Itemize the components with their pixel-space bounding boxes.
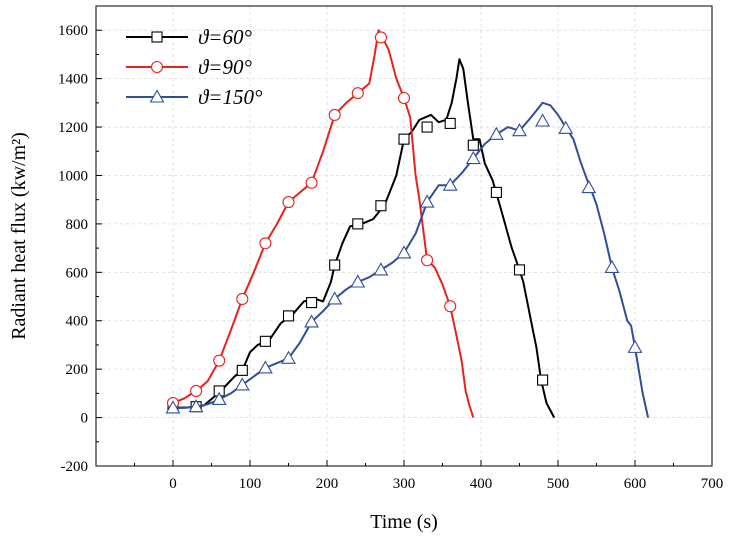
ticks: 0 100 200 300 400 500 600 700 -200 0 200 400 600 800 1…	[58, 23, 723, 492]
x-tick-label: 600	[624, 476, 647, 492]
y-tick-label: -200	[61, 459, 89, 475]
x-tick-label: 100	[239, 476, 262, 492]
triangle-marker	[396, 245, 412, 259]
triangle-marker	[442, 177, 458, 191]
y-axis-title: Radiant heat flux (kw/m²)	[8, 132, 30, 340]
triangle-marker	[512, 123, 527, 137]
square-marker	[352, 218, 364, 230]
y-tick-label: 1000	[58, 168, 88, 184]
series-line	[172, 58, 556, 419]
square-marker	[306, 297, 318, 309]
circle-marker	[374, 31, 387, 44]
x-axis-title: Time (s)	[370, 511, 438, 533]
circle-marker	[421, 254, 434, 267]
series-layer	[165, 29, 650, 419]
circle-marker	[328, 108, 341, 121]
square-marker	[513, 264, 526, 276]
x-tick-label: 200	[316, 476, 339, 492]
circle-marker	[259, 237, 272, 250]
square-marker	[329, 259, 341, 271]
triangle-marker	[558, 120, 574, 134]
square-marker	[444, 117, 456, 129]
triangle-marker	[211, 391, 227, 405]
x-tick-label: 0	[169, 476, 177, 492]
triangle-marker	[535, 113, 551, 127]
triangle-marker	[627, 339, 643, 353]
circle-marker	[213, 354, 226, 367]
circle-marker	[150, 60, 164, 74]
triangle-marker	[581, 179, 597, 194]
x-tick-label: 500	[547, 476, 570, 492]
x-tick-label: 700	[701, 476, 724, 492]
square-marker	[467, 139, 479, 151]
square-marker	[236, 364, 248, 376]
x-tick-label: 400	[470, 476, 493, 492]
triangle-marker	[165, 400, 181, 414]
y-tick-label: 1400	[58, 72, 88, 88]
square-marker	[398, 133, 410, 145]
triangle-marker	[419, 194, 435, 208]
legend: ϑ=60° ϑ=90° ϑ=150°	[126, 25, 263, 109]
x-tick-label: 300	[393, 476, 416, 492]
triangle-marker	[188, 399, 204, 413]
series-square	[167, 58, 556, 419]
y-tick-label: 400	[66, 314, 89, 330]
circle-marker	[190, 384, 203, 397]
triangle-marker	[257, 360, 273, 374]
legend-label: ϑ=60°	[198, 25, 252, 49]
triangle-marker	[350, 274, 366, 288]
legend-item: ϑ=150°	[126, 85, 263, 109]
square-marker	[537, 374, 549, 386]
square-marker	[151, 31, 163, 43]
square-marker	[375, 200, 387, 212]
circle-marker	[236, 292, 249, 305]
y-tick-label: 600	[66, 265, 89, 281]
triangle-marker	[304, 314, 320, 328]
circle-marker	[351, 87, 364, 100]
triangle-marker	[234, 377, 250, 391]
y-tick-label: 800	[66, 217, 89, 233]
y-tick-label: 1200	[58, 120, 88, 136]
legend-label: ϑ=90°	[198, 55, 252, 79]
circle-marker	[282, 196, 295, 209]
triangle-marker	[373, 262, 389, 276]
square-marker	[282, 310, 295, 322]
triangle-marker	[281, 350, 296, 364]
series-triangle	[165, 101, 650, 418]
triangle-marker	[327, 291, 343, 305]
square-marker	[259, 335, 271, 347]
legend-label: ϑ=150°	[198, 85, 263, 109]
legend-item: ϑ=60°	[126, 25, 252, 49]
legend-item: ϑ=90°	[126, 55, 252, 79]
circle-marker	[305, 176, 318, 189]
circle-marker	[444, 300, 457, 313]
square-marker	[421, 121, 433, 133]
triangle-marker	[604, 259, 620, 274]
triangle-marker	[488, 126, 504, 140]
triangle-marker	[149, 89, 165, 103]
y-tick-label: 200	[66, 362, 89, 378]
grid	[96, 6, 713, 467]
y-tick-label: 1600	[58, 23, 88, 39]
square-marker	[490, 186, 502, 198]
circle-marker	[397, 91, 411, 105]
triangle-marker	[465, 150, 481, 165]
y-tick-label: 0	[81, 411, 89, 427]
